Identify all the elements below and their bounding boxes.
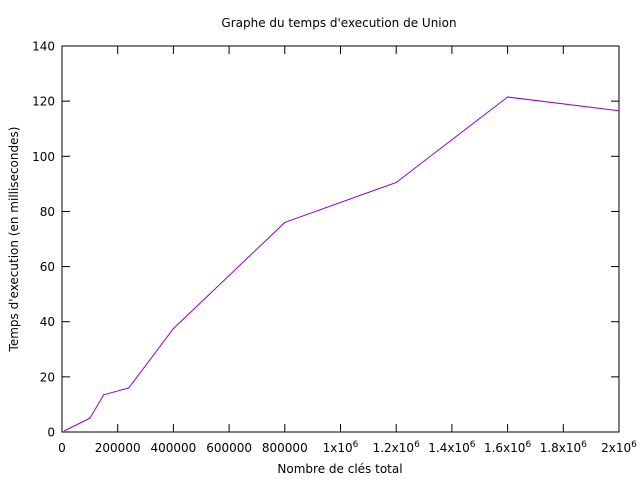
data-point xyxy=(618,110,620,112)
data-point xyxy=(103,394,105,396)
x-tick-label: 1.8x106 xyxy=(540,440,587,455)
x-tick-label: 800000 xyxy=(262,441,308,455)
series-line-1 xyxy=(64,96,620,432)
y-axis: 0 20 40 60 80 100 120 140 xyxy=(32,40,619,440)
chart-title: Graphe du temps d'execution de Union xyxy=(221,16,456,30)
data-point xyxy=(507,96,509,98)
y-tick-label: 60 xyxy=(40,260,55,274)
y-tick-label: 0 xyxy=(47,426,55,440)
data-point xyxy=(128,387,130,389)
x-tick-label: 200000 xyxy=(95,441,141,455)
x-axis-title: Nombre de clés total xyxy=(277,462,402,476)
data-point xyxy=(89,417,91,419)
y-tick-label: 20 xyxy=(40,370,55,384)
plot-border xyxy=(61,45,620,433)
data-point xyxy=(64,430,66,432)
y-tick-label: 80 xyxy=(40,205,55,219)
plot-frame xyxy=(61,45,620,433)
y-tick-label: 100 xyxy=(32,150,55,164)
y-tick-label: 120 xyxy=(32,95,55,109)
x-tick-label: 400000 xyxy=(150,441,196,455)
x-tick-label: 0 xyxy=(58,441,66,455)
y-axis-title: Temps d'execution (en millisecondes) xyxy=(7,127,21,353)
x-tick-label: 1x106 xyxy=(323,440,359,455)
y-tick-label: 140 xyxy=(32,40,55,54)
series-layer xyxy=(64,96,620,432)
y-tick-label: 40 xyxy=(40,315,55,329)
data-point xyxy=(172,328,174,330)
data-point xyxy=(395,181,397,184)
x-tick-label: 1.6x106 xyxy=(484,440,531,455)
x-tick-label: 1.4x106 xyxy=(428,440,475,455)
x-axis: 0 200000 400000 600000 800000 1x106 1.2x106 1.4… xyxy=(58,46,637,455)
data-point xyxy=(284,221,286,224)
x-tick-label: 600000 xyxy=(206,441,252,455)
x-tick-label: 2x106 xyxy=(601,440,637,455)
x-tick-label: 1.2x106 xyxy=(373,440,420,455)
